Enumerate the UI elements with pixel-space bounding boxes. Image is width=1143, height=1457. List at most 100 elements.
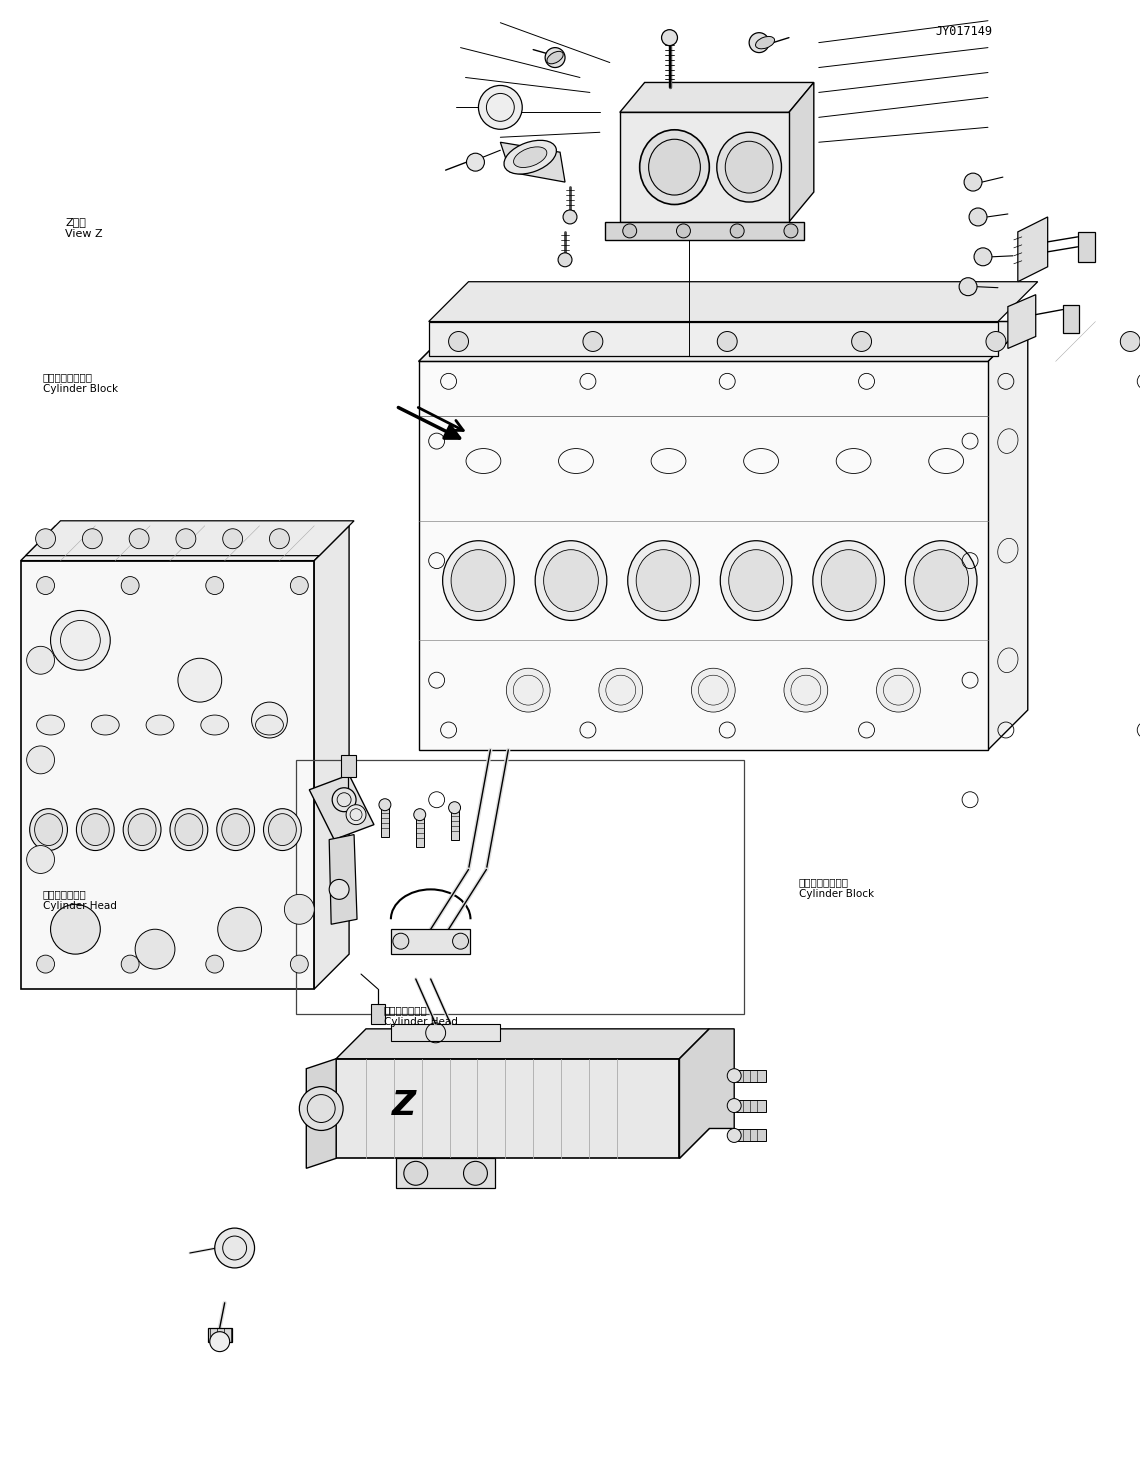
Circle shape [290, 956, 309, 973]
Ellipse shape [648, 140, 701, 195]
Polygon shape [429, 322, 998, 357]
Ellipse shape [81, 813, 110, 845]
Circle shape [969, 208, 986, 226]
Polygon shape [679, 1029, 734, 1158]
Ellipse shape [905, 541, 977, 621]
Ellipse shape [451, 549, 506, 612]
Ellipse shape [637, 549, 690, 612]
Ellipse shape [269, 813, 296, 845]
Ellipse shape [128, 813, 157, 845]
Polygon shape [21, 561, 314, 989]
Bar [416, 814, 424, 847]
Circle shape [466, 153, 485, 170]
Circle shape [217, 908, 262, 951]
Circle shape [877, 669, 920, 712]
Bar [736, 1100, 766, 1112]
Circle shape [718, 332, 737, 351]
Circle shape [677, 224, 690, 237]
Ellipse shape [91, 715, 119, 734]
Text: シリンダヘッド
Cylinder Head: シリンダヘッド Cylinder Head [42, 889, 117, 911]
Polygon shape [679, 1029, 710, 1158]
Circle shape [784, 224, 798, 237]
Ellipse shape [170, 809, 208, 851]
Circle shape [206, 577, 224, 594]
Polygon shape [620, 112, 789, 221]
Polygon shape [391, 930, 471, 954]
Circle shape [379, 798, 391, 810]
Text: Z: Z [392, 1090, 416, 1122]
Circle shape [448, 332, 469, 351]
Circle shape [662, 29, 678, 45]
Circle shape [414, 809, 425, 820]
Ellipse shape [504, 140, 557, 173]
Circle shape [403, 1161, 427, 1185]
Circle shape [50, 905, 101, 954]
Circle shape [333, 788, 357, 812]
Bar [296, 761, 744, 1014]
Circle shape [974, 248, 992, 265]
Bar [1063, 305, 1079, 332]
Circle shape [852, 332, 871, 351]
Ellipse shape [146, 715, 174, 734]
Ellipse shape [123, 809, 161, 851]
Ellipse shape [726, 141, 773, 192]
Circle shape [506, 669, 550, 712]
Circle shape [727, 1068, 741, 1083]
Ellipse shape [717, 133, 782, 203]
Circle shape [206, 956, 224, 973]
Ellipse shape [544, 549, 599, 612]
Polygon shape [988, 322, 1028, 750]
Ellipse shape [822, 549, 876, 612]
Polygon shape [21, 526, 349, 561]
Polygon shape [418, 361, 988, 750]
Circle shape [176, 529, 195, 549]
Circle shape [121, 956, 139, 973]
Circle shape [121, 577, 139, 594]
Ellipse shape [913, 549, 968, 612]
Circle shape [730, 224, 744, 237]
Circle shape [1120, 332, 1141, 351]
Circle shape [749, 32, 769, 52]
Ellipse shape [217, 809, 255, 851]
Circle shape [959, 278, 977, 296]
Circle shape [583, 332, 602, 351]
Circle shape [50, 610, 110, 670]
Ellipse shape [756, 36, 775, 48]
Bar [736, 1069, 766, 1081]
Bar [736, 1129, 766, 1141]
Ellipse shape [720, 541, 792, 621]
Circle shape [692, 669, 735, 712]
Circle shape [393, 934, 409, 949]
Circle shape [623, 224, 637, 237]
Polygon shape [418, 322, 1028, 361]
Polygon shape [605, 221, 804, 240]
Circle shape [251, 702, 287, 737]
Circle shape [329, 880, 349, 899]
Circle shape [35, 529, 56, 549]
Polygon shape [336, 1029, 710, 1059]
Polygon shape [418, 322, 1028, 361]
Ellipse shape [77, 809, 114, 851]
Ellipse shape [729, 549, 783, 612]
Ellipse shape [175, 813, 202, 845]
Bar [371, 1004, 385, 1024]
Circle shape [135, 930, 175, 969]
Text: シリンダブロック
Cylinder Block: シリンダブロック Cylinder Block [799, 877, 874, 899]
Circle shape [545, 48, 565, 67]
Circle shape [464, 1161, 487, 1185]
Polygon shape [395, 1158, 495, 1189]
Circle shape [563, 210, 577, 224]
Circle shape [346, 804, 366, 825]
Ellipse shape [34, 813, 63, 845]
Polygon shape [789, 83, 814, 221]
Bar [208, 1327, 232, 1342]
Ellipse shape [37, 715, 64, 734]
Polygon shape [329, 835, 357, 924]
Polygon shape [1017, 217, 1048, 281]
Text: Z　視
View Z: Z 視 View Z [65, 217, 103, 239]
Ellipse shape [201, 715, 229, 734]
Polygon shape [620, 83, 814, 112]
Bar [450, 807, 458, 839]
Circle shape [964, 173, 982, 191]
Text: JY017149: JY017149 [935, 25, 992, 38]
